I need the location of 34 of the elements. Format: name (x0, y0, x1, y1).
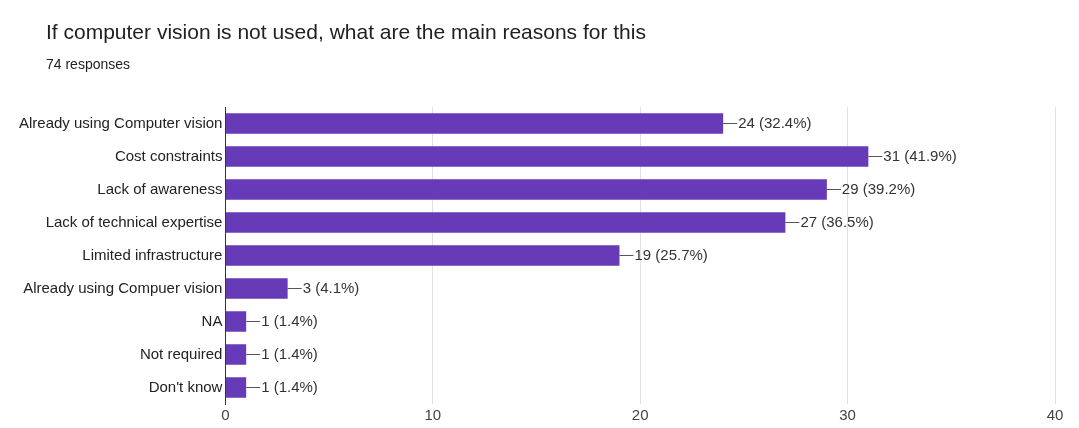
y-tick-label: Already using Compuer vision (23, 278, 223, 296)
bar (225, 146, 869, 167)
y-tick-label: Not required (139, 344, 223, 362)
bar (225, 344, 247, 365)
x-tick-label: 40 (1046, 406, 1064, 424)
x-tick-label: 30 (839, 406, 856, 424)
y-tick-label: Don't know (148, 377, 223, 395)
y-tick-label: Already using Computer vision (18, 113, 223, 131)
bar (225, 212, 786, 233)
y-tick-label: Cost constraints (114, 146, 223, 164)
text: 74 responses (46, 56, 131, 72)
chart-title: If computer vision is not used, what are the main reasons for this (46, 20, 646, 44)
bar (225, 377, 247, 398)
x-tick-label: 20 (631, 406, 649, 424)
data-label: 1 (1.4%) (261, 311, 318, 329)
bar (225, 179, 827, 200)
bar (225, 278, 288, 299)
data-label: 31 (41.9%) (883, 146, 957, 164)
data-label: 3 (4.1%) (302, 278, 360, 296)
y-tick-label: Limited infrastructure (82, 245, 223, 263)
data-label: 1 (1.4%) (261, 344, 318, 362)
data-label: 1 (1.4%) (261, 377, 318, 395)
y-tick-label: Lack of technical expertise (45, 212, 223, 230)
bar (225, 311, 247, 332)
x-tick-label: 10 (424, 406, 442, 424)
data-label: 24 (32.4%) (738, 113, 812, 131)
data-label: 27 (36.5%) (800, 212, 874, 230)
y-tick-label: Lack of awareness (97, 179, 223, 197)
data-label: 29 (39.2%) (841, 179, 916, 197)
bar (225, 245, 620, 266)
data-label: 19 (25.7%) (634, 245, 708, 263)
y-tick-label: NA (201, 311, 223, 329)
bar (225, 113, 724, 134)
x-tick-label: 0 (221, 406, 230, 424)
